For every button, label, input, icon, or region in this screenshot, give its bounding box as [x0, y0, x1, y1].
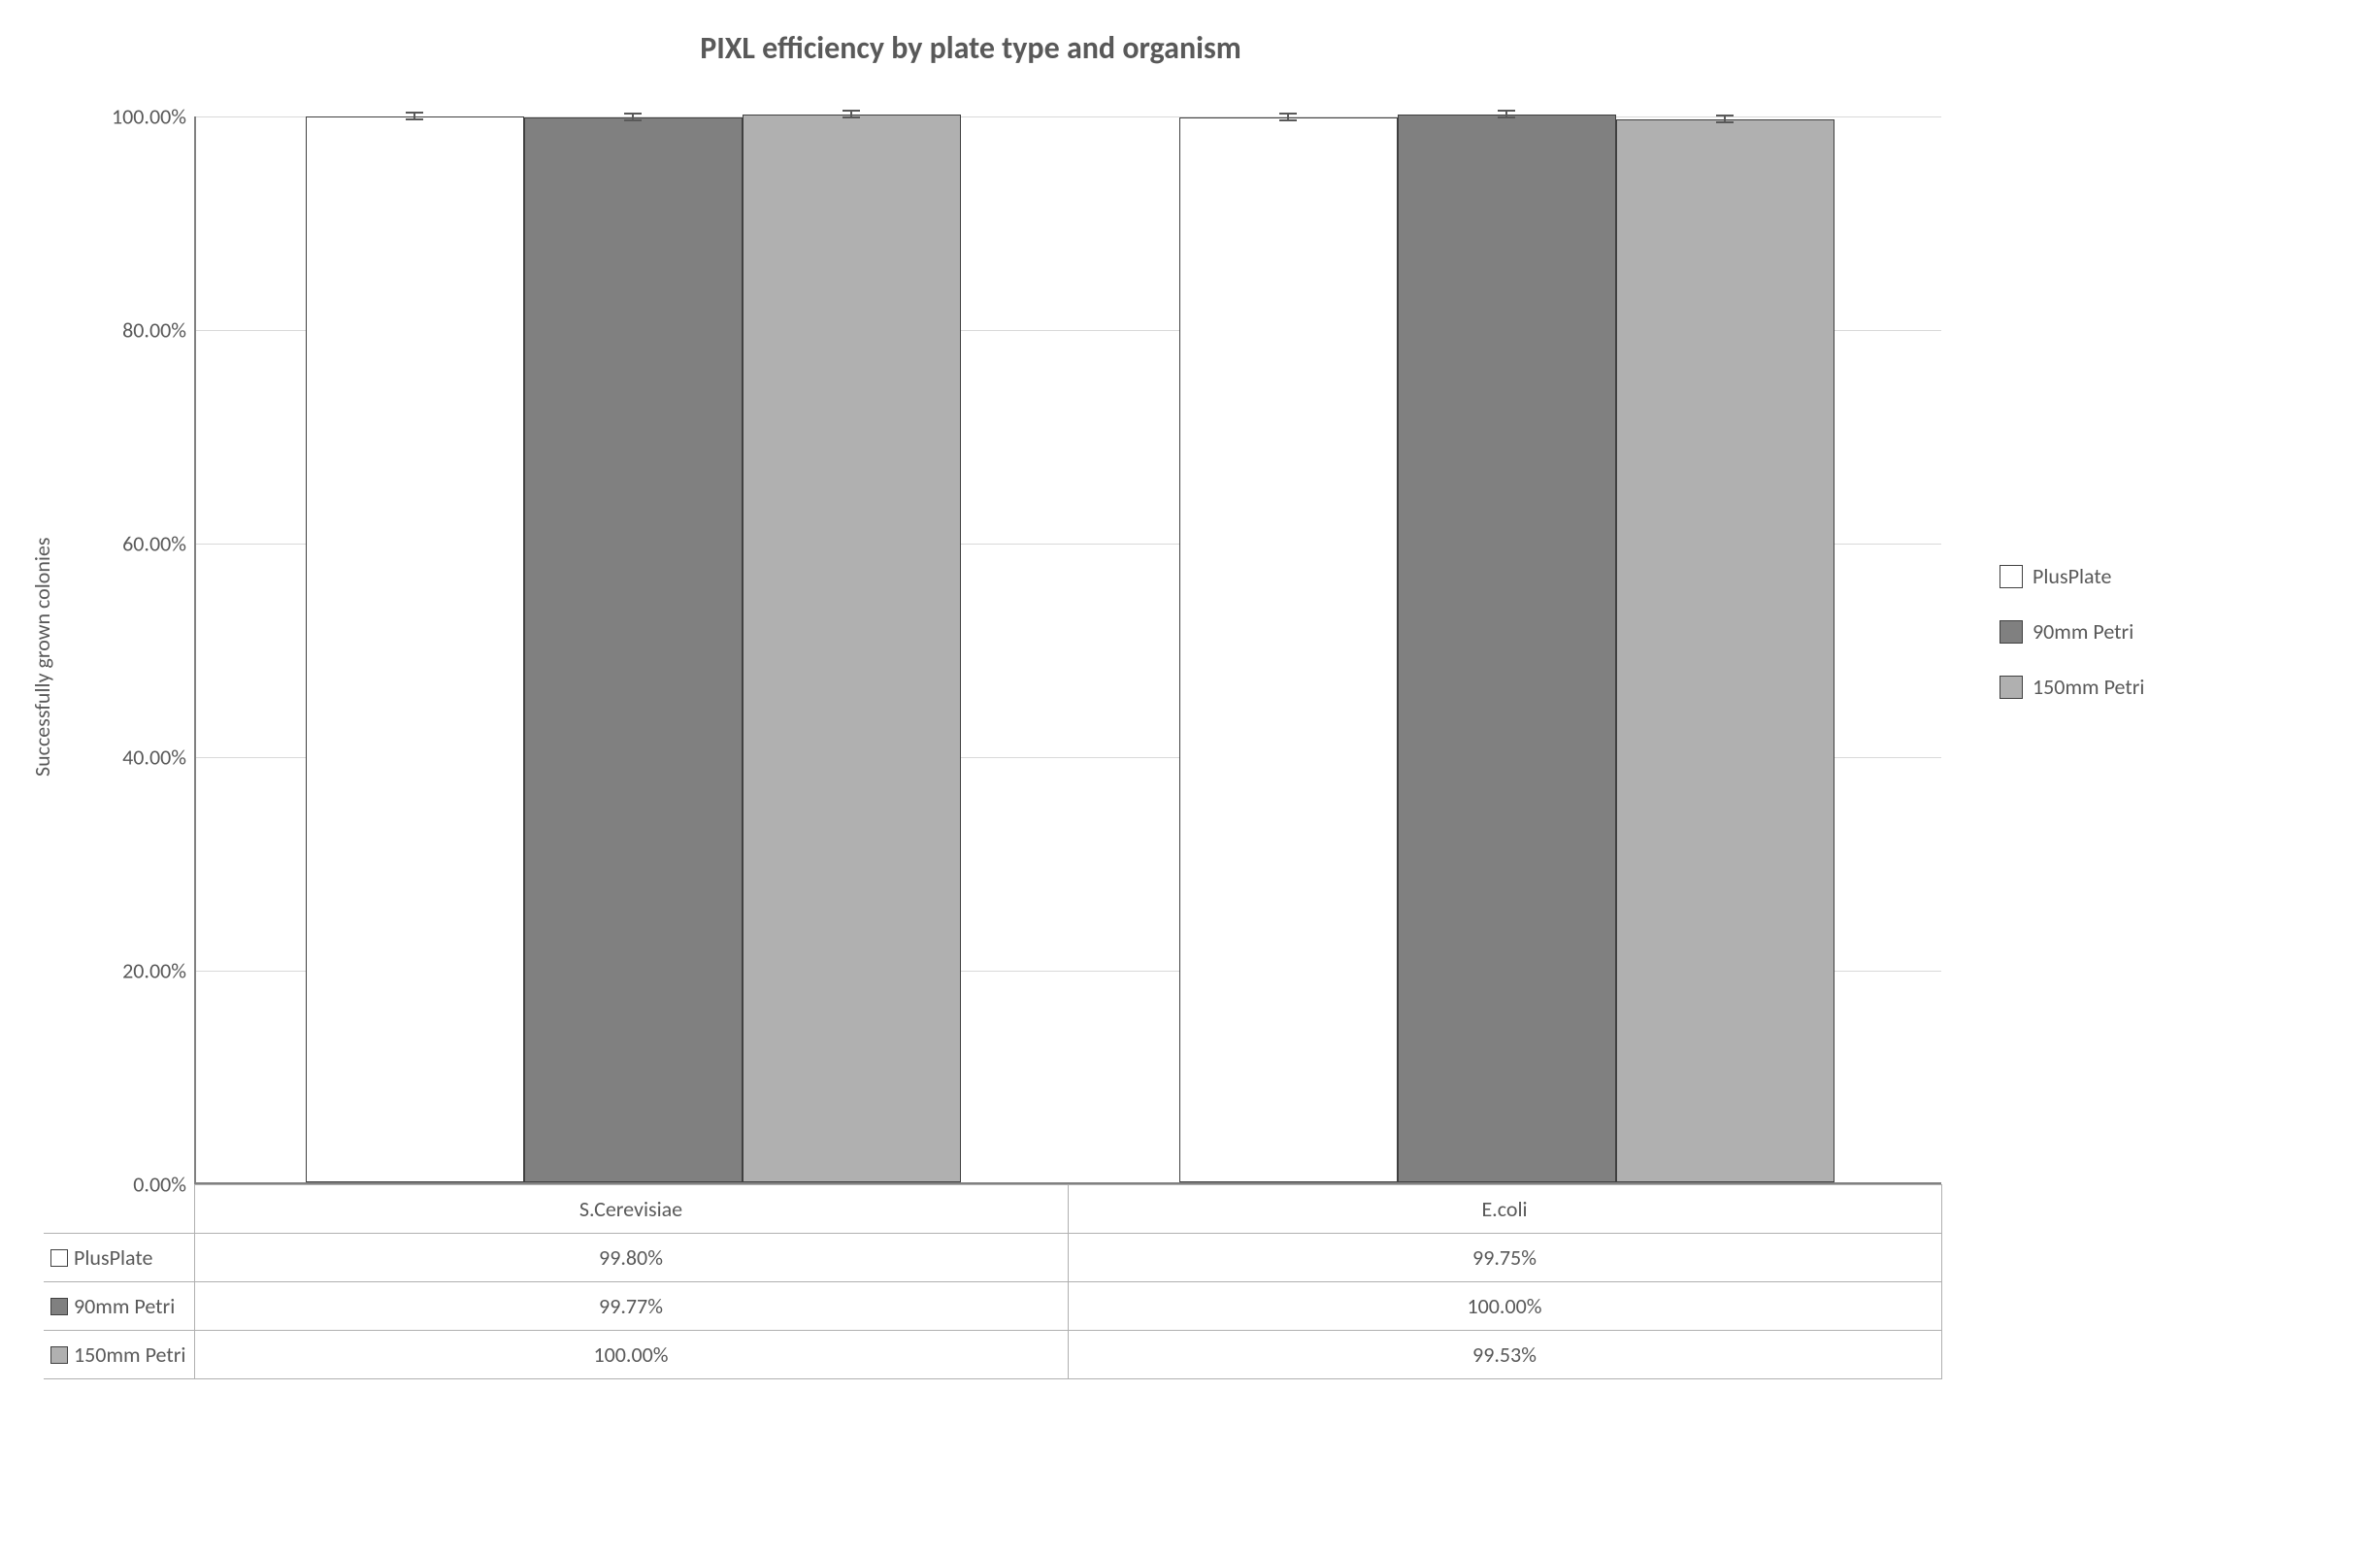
table-series-label: 90mm Petri [74, 1293, 175, 1319]
legend-item: 90mm Petri [2000, 618, 2144, 645]
bar [743, 115, 961, 1182]
table-series-label: 150mm Petri [74, 1342, 185, 1368]
error-cap [1716, 121, 1734, 123]
chart-title: PIXL efficiency by plate type and organi… [0, 29, 1941, 67]
error-cap [406, 118, 423, 120]
y-tick-label: 20.00% [70, 958, 196, 984]
table-row: 90mm Petri 99.77%100.00% [44, 1282, 1941, 1331]
table-cell: 99.75% [1068, 1234, 1941, 1282]
y-axis-label: Successfully grown colonies [29, 537, 55, 777]
table-row: PlusPlate 99.80%99.75% [44, 1234, 1941, 1282]
chart-page: PIXL efficiency by plate type and organi… [0, 0, 2380, 1557]
data-table: S.CerevisiaeE.coliPlusPlate99.80%99.75%9… [44, 1184, 1942, 1379]
legend-item: 150mm Petri [2000, 674, 2144, 700]
legend: PlusPlate 90mm Petri 150mm Petri [2000, 563, 2144, 729]
table-series-label: PlusPlate [74, 1244, 152, 1271]
error-cap [1716, 115, 1734, 116]
table-cell: 99.77% [194, 1282, 1068, 1331]
table-corner-cell [44, 1185, 194, 1234]
legend-label: 90mm Petri [2033, 618, 2133, 645]
error-cap [406, 112, 423, 114]
error-cap [1498, 116, 1515, 118]
table-series-header: PlusPlate [44, 1234, 194, 1282]
table-cell: 100.00% [1068, 1282, 1941, 1331]
error-cap [843, 116, 860, 118]
table-series-header: 90mm Petri [44, 1282, 194, 1331]
legend-label: 150mm Petri [2033, 674, 2144, 700]
table-category-header: E.coli [1068, 1185, 1941, 1234]
table-series-header: 150mm Petri [44, 1331, 194, 1379]
y-tick-label: 100.00% [70, 104, 196, 130]
bar [1179, 117, 1398, 1182]
legend-swatch [2000, 676, 2023, 699]
error-cap [1498, 110, 1515, 112]
bar [524, 117, 743, 1182]
plot-area: 0.00%20.00%40.00%60.00%80.00%100.00% [194, 116, 1941, 1184]
error-cap [843, 110, 860, 112]
y-tick-label: 60.00% [70, 531, 196, 557]
table-swatch [50, 1249, 68, 1267]
legend-item: PlusPlate [2000, 563, 2144, 589]
table-swatch [50, 1346, 68, 1364]
table-swatch [50, 1298, 68, 1315]
error-cap [624, 113, 642, 115]
legend-swatch [2000, 620, 2023, 644]
y-tick-label: 40.00% [70, 745, 196, 771]
error-cap [1279, 119, 1297, 121]
error-cap [624, 119, 642, 121]
table-cell: 99.53% [1068, 1331, 1941, 1379]
table-row: 150mm Petri 100.00%99.53% [44, 1331, 1941, 1379]
bar [1616, 119, 1835, 1182]
bar [306, 116, 524, 1182]
table-category-header: S.Cerevisiae [194, 1185, 1068, 1234]
error-cap [1279, 113, 1297, 115]
y-tick-label: 80.00% [70, 317, 196, 344]
legend-label: PlusPlate [2033, 563, 2111, 589]
bar [1398, 115, 1616, 1182]
table-cell: 99.80% [194, 1234, 1068, 1282]
table-cell: 100.00% [194, 1331, 1068, 1379]
legend-swatch [2000, 565, 2023, 588]
